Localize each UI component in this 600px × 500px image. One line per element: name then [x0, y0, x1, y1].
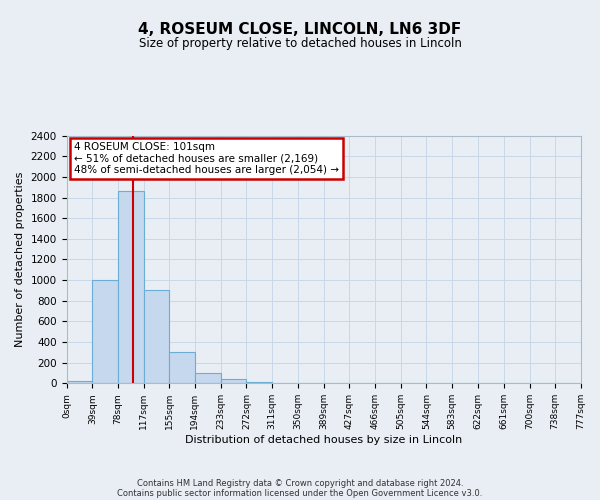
- Bar: [221, 379, 247, 384]
- Bar: [118, 192, 144, 384]
- Bar: [195, 373, 221, 384]
- Bar: [67, 382, 92, 384]
- Bar: [144, 290, 169, 384]
- Text: Size of property relative to detached houses in Lincoln: Size of property relative to detached ho…: [139, 38, 461, 51]
- X-axis label: Distribution of detached houses by size in Lincoln: Distribution of detached houses by size …: [185, 435, 462, 445]
- Bar: [247, 382, 272, 384]
- Text: Contains public sector information licensed under the Open Government Licence v3: Contains public sector information licen…: [118, 488, 482, 498]
- Text: 4, ROSEUM CLOSE, LINCOLN, LN6 3DF: 4, ROSEUM CLOSE, LINCOLN, LN6 3DF: [139, 22, 461, 38]
- Y-axis label: Number of detached properties: Number of detached properties: [15, 172, 25, 347]
- Bar: [272, 383, 298, 384]
- Text: Contains HM Land Registry data © Crown copyright and database right 2024.: Contains HM Land Registry data © Crown c…: [137, 478, 463, 488]
- Text: 4 ROSEUM CLOSE: 101sqm
← 51% of detached houses are smaller (2,169)
48% of semi-: 4 ROSEUM CLOSE: 101sqm ← 51% of detached…: [74, 142, 339, 175]
- Bar: [92, 280, 118, 384]
- Bar: [169, 352, 195, 384]
